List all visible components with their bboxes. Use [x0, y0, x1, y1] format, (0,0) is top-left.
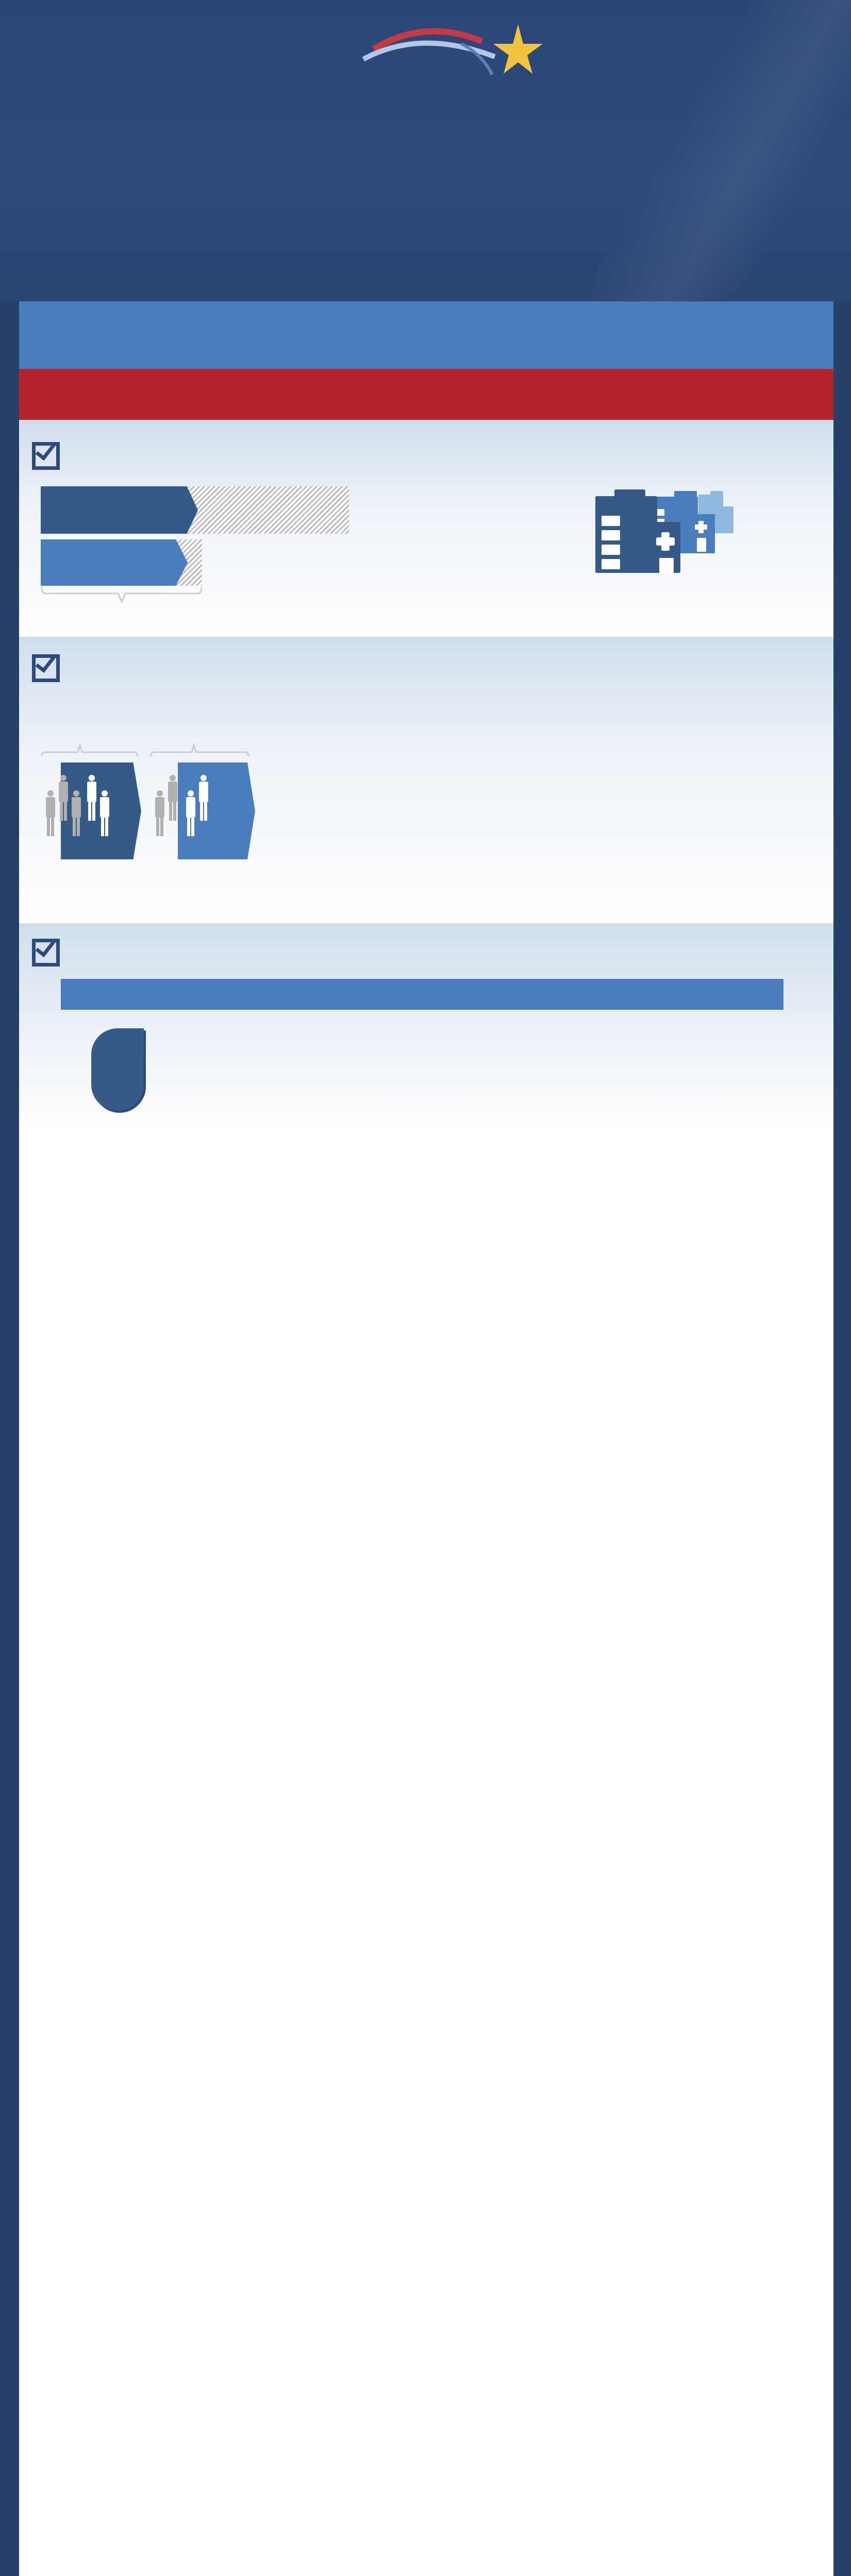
hospital-bar-80: [41, 486, 198, 534]
hatch-remainder-1: [188, 486, 349, 534]
bracket-icon: [149, 742, 249, 757]
hitech-banner: [61, 979, 783, 1010]
header-background: [0, 0, 851, 301]
hospital-row-3800: [41, 539, 206, 586]
bracket-icon: [41, 742, 139, 757]
checkbox-icon: [32, 442, 60, 470]
checkbox-icon: [32, 654, 60, 682]
hospital-bar-3800: [41, 539, 188, 586]
hospital-buildings-icon: [595, 489, 733, 574]
bracket-icon: [41, 587, 203, 604]
progress-title: [19, 301, 833, 369]
rec-count-badge: [91, 1028, 144, 1111]
checkbox-icon: [32, 939, 60, 967]
header-light-streaks: [567, 0, 851, 301]
section-band-participation: [19, 369, 833, 420]
physician-figures-icon: [155, 775, 208, 836]
hospital-row-80: [41, 486, 206, 534]
physicians-section: [19, 637, 833, 923]
star-swoosh-icon: [362, 24, 543, 76]
logo[interactable]: [296, 13, 564, 116]
physician-figures-icon: [46, 775, 109, 836]
